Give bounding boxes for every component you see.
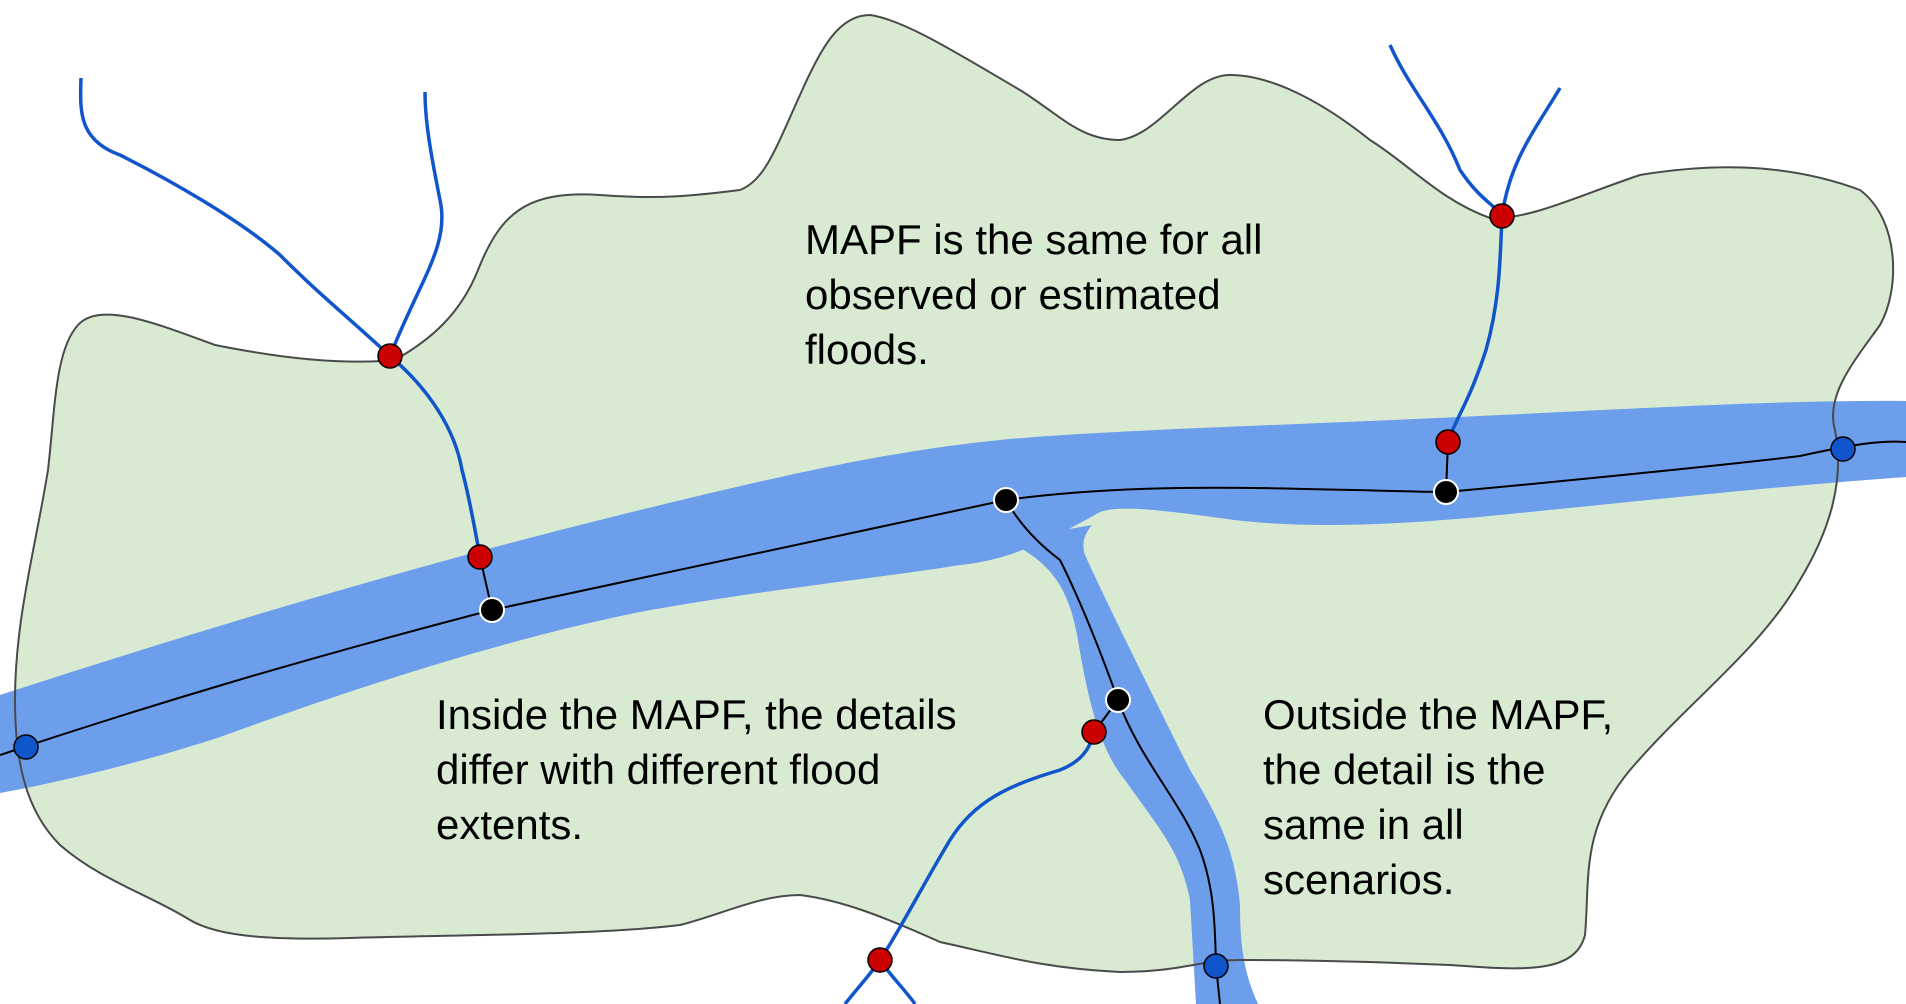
label-line: differ with different flood [436, 746, 881, 793]
node-red-bottom-tributary [1081, 719, 1107, 745]
label-line: MAPF is the same for all [805, 216, 1263, 263]
node-blue-left-edge [13, 734, 39, 760]
label-line: observed or estimated [805, 271, 1221, 318]
node-black-left [479, 597, 505, 623]
node-black-right [1433, 479, 1459, 505]
label-line: extents. [436, 801, 584, 848]
mapf-outline [13, 13, 1895, 974]
label-line: the detail is the [1263, 746, 1546, 793]
node-red-left-river [467, 544, 493, 570]
main-river-centerline [0, 440, 1906, 756]
node-blue-right-edge [1830, 436, 1856, 462]
node-black-confluence [993, 487, 1019, 513]
node-blue-bottom-edge [1203, 953, 1229, 979]
stream-top-left-b [388, 91, 444, 357]
stream-top-left-a [78, 77, 392, 358]
stream-top-right-down [1446, 215, 1504, 443]
label-line: same in all [1263, 801, 1464, 848]
label-mapf-same: MAPF is the same for all observed or est… [805, 212, 1262, 377]
node-red-bottom-edge [867, 947, 893, 973]
label-outside-mapf: Outside the MAPF, the detail is the same… [1263, 687, 1613, 907]
label-line: Outside the MAPF, [1263, 691, 1614, 738]
label-line: floods. [805, 326, 929, 373]
label-line: Inside the MAPF, the details [436, 691, 957, 738]
node-red-top-left [377, 343, 403, 369]
stream-top-right-a [1388, 44, 1504, 218]
stream-left-down [388, 354, 482, 558]
node-red-top-right [1489, 203, 1515, 229]
label-inside-mapf: Inside the MAPF, the details differ with… [436, 687, 957, 852]
main-river-band [0, 400, 1906, 793]
node-black-tributary [1105, 687, 1131, 713]
node-red-right-river [1435, 429, 1461, 455]
tributary-river-band [1006, 525, 1258, 1004]
stream-top-right-b [1500, 87, 1562, 217]
label-line: scenarios. [1263, 856, 1455, 903]
